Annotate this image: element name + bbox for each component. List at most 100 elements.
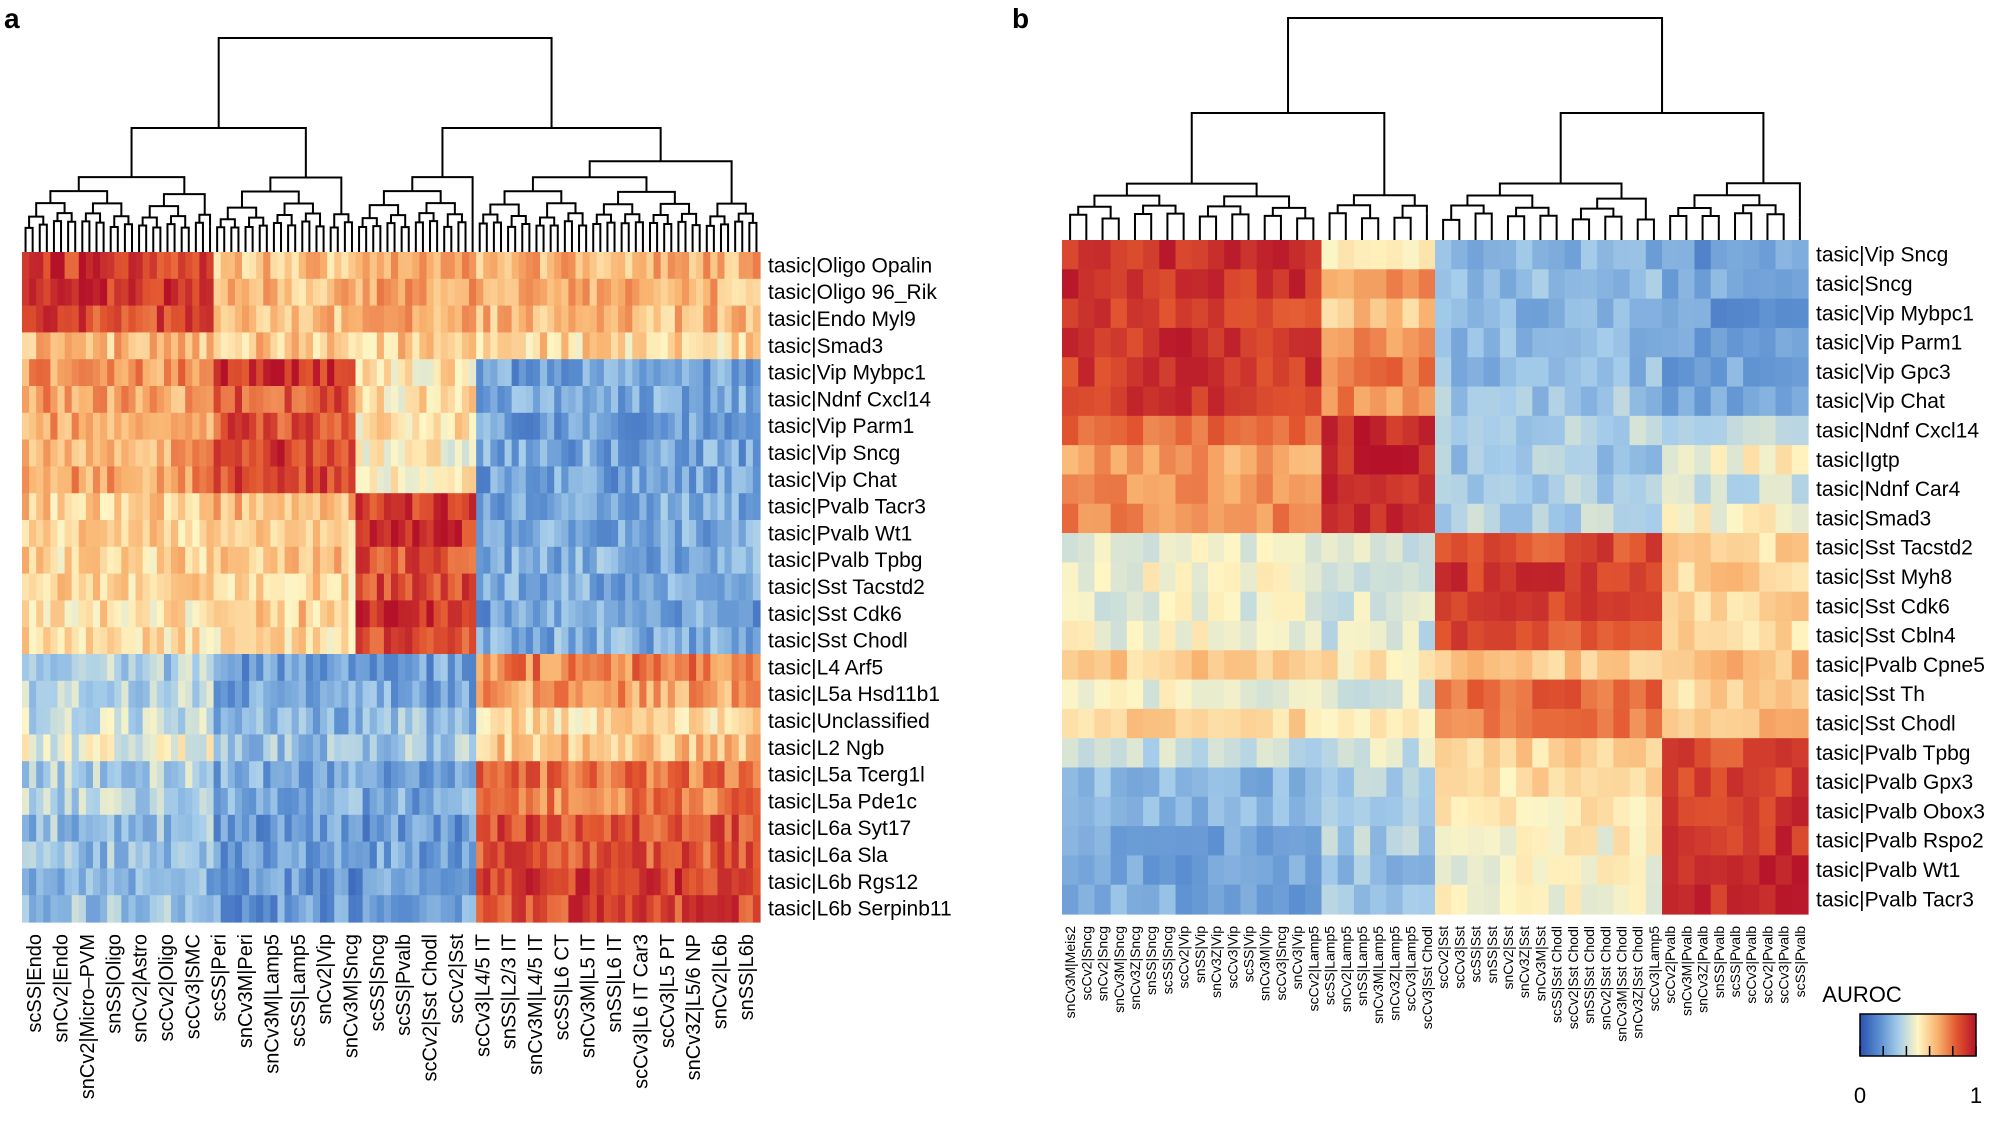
heatmap-cell (1159, 386, 1177, 417)
heatmap-cell (674, 573, 683, 601)
heatmap-cell (660, 734, 669, 762)
heatmap-cell (277, 466, 286, 494)
heatmap-cell (22, 466, 30, 494)
heatmap-cell (447, 627, 456, 655)
heatmap-cell (1516, 240, 1533, 270)
heatmap-cell (476, 841, 484, 869)
heatmap-cell (1451, 738, 1469, 769)
heatmap-cell (490, 332, 499, 360)
heatmap-cell (724, 546, 733, 575)
heatmap-cell (92, 252, 101, 280)
heatmap-cell (355, 600, 364, 628)
heatmap-cell (241, 386, 250, 414)
heatmap-cell (1435, 796, 1452, 827)
heatmap-cell (1126, 327, 1144, 358)
heatmap-cell (518, 788, 527, 816)
heatmap-cell (1110, 357, 1128, 388)
heatmap-cell (717, 868, 726, 896)
heatmap-cell (511, 412, 520, 441)
heatmap-cell (1645, 240, 1663, 270)
heatmap-cell (220, 466, 229, 494)
heatmap-cell (1678, 415, 1696, 446)
heatmap-cell (142, 707, 151, 735)
heatmap-cell (476, 493, 484, 521)
heatmap-cell (1499, 240, 1517, 270)
column-label: scSS|Pvalb (1792, 926, 1808, 998)
heatmap-cell (128, 654, 137, 682)
heatmap-cell (1337, 650, 1355, 681)
heatmap-cell (220, 332, 229, 360)
heatmap-cell (1759, 884, 1777, 915)
heatmap-cell (376, 707, 385, 735)
heatmap-cell (362, 600, 371, 628)
heatmap-cell (1645, 327, 1663, 358)
heatmap-cell (639, 466, 648, 494)
heatmap-cell (1272, 796, 1290, 827)
heatmap-cell (568, 546, 577, 575)
heatmap-cell (1418, 855, 1436, 886)
heatmap-cell (213, 520, 222, 548)
heatmap-cell (724, 412, 733, 441)
heatmap-cell (121, 493, 130, 521)
heatmap-cell (504, 734, 513, 762)
heatmap-cell (100, 332, 108, 360)
heatmap-cell (234, 546, 243, 575)
heatmap-cell (1240, 533, 1258, 563)
heatmap-cell (454, 600, 463, 628)
heatmap-cell (369, 278, 378, 307)
heatmap-cell (1710, 415, 1728, 446)
heatmap-cell (554, 841, 562, 869)
heatmap-cell (362, 761, 371, 789)
heatmap-cell (398, 466, 406, 494)
heatmap-cell (540, 761, 548, 789)
heatmap-cell (43, 868, 51, 896)
heatmap-cell (461, 788, 470, 816)
heatmap-cell (149, 814, 158, 843)
heatmap-cell (490, 573, 499, 601)
heatmap-cell (1629, 708, 1647, 739)
heatmap-cell (703, 412, 711, 441)
heatmap-cell (419, 627, 428, 655)
heatmap-cell (1662, 767, 1679, 798)
heatmap-cell (36, 359, 44, 387)
heatmap-cell (50, 788, 59, 816)
heatmap-cell (1418, 533, 1436, 563)
heatmap-cell (483, 734, 491, 762)
heatmap-cell (1094, 298, 1112, 329)
heatmap-cell (632, 520, 640, 548)
heatmap-cell (114, 546, 122, 575)
heatmap-cell (433, 573, 442, 601)
heatmap-cell (1175, 445, 1193, 476)
heatmap-cell (71, 761, 80, 789)
heatmap-cell (1078, 474, 1096, 505)
heatmap-cell (1548, 855, 1566, 886)
heatmap-cell (1094, 386, 1112, 417)
heatmap-cell (178, 734, 186, 762)
heatmap-cell (1224, 679, 1241, 710)
heatmap-cell (532, 439, 541, 467)
heatmap-cell (1759, 650, 1777, 681)
heatmap-cell (199, 761, 208, 789)
heatmap-cell (717, 680, 726, 709)
heatmap-cell (405, 520, 413, 548)
heatmap-cell (1386, 650, 1404, 681)
heatmap-cell (284, 814, 293, 843)
heatmap-cell (461, 278, 470, 307)
heatmap-cell (454, 841, 463, 869)
heatmap-cell (568, 761, 577, 789)
heatmap-cell (1694, 708, 1712, 739)
heatmap-cell (419, 466, 428, 494)
heatmap-cell (320, 734, 328, 762)
heatmap-cell (327, 761, 335, 789)
heatmap-cell (227, 707, 236, 735)
heatmap-cell (369, 841, 378, 869)
heatmap-cell (1062, 357, 1079, 388)
heatmap-cell (547, 386, 555, 414)
heatmap-cell (525, 386, 534, 414)
heatmap-cell (461, 573, 470, 601)
heatmap-cell (163, 814, 172, 843)
heatmap-cell (582, 654, 591, 682)
heatmap-cell (171, 332, 179, 360)
heatmap-cell (1272, 650, 1290, 681)
row-label: tasic|Sst Chodl (768, 630, 908, 653)
